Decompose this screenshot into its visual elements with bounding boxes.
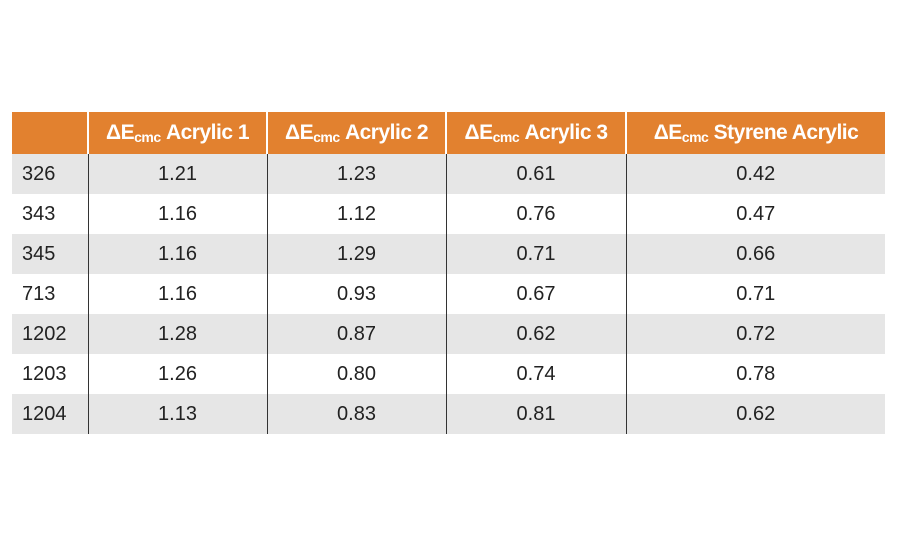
header-label: Styrene Acrylic (713, 121, 859, 144)
table-cell: 1.28 (87, 314, 267, 354)
header-label: Acrylic 2 (344, 121, 429, 144)
table-cell: 0.47 (625, 194, 885, 234)
table-row: 1202 1.28 0.87 0.62 0.72 (12, 314, 885, 354)
table-cell: 0.42 (625, 154, 885, 194)
table-cell: 0.80 (266, 354, 446, 394)
table-row: 343 1.16 1.12 0.76 0.47 (12, 194, 885, 234)
data-table: ΔEcmc Acrylic 1 ΔEcmc Acrylic 2 ΔEcmc Acry… (12, 112, 885, 434)
table-cell: 1.26 (87, 354, 267, 394)
header-label: Acrylic 1 (165, 121, 250, 144)
row-label: 713 (22, 282, 56, 305)
header-label: Acrylic 3 (524, 121, 608, 144)
table-cell: 0.74 (445, 354, 626, 394)
table-cell: 0.87 (266, 314, 446, 354)
table-cell: 1.16 (87, 274, 267, 314)
table-cell: 0.66 (625, 234, 885, 274)
table-cell: 1.12 (266, 194, 446, 234)
table-row: 1204 1.13 0.83 0.81 0.62 (12, 394, 885, 434)
table-row: 345 1.16 1.29 0.71 0.66 (12, 234, 885, 274)
header-subscript: cmc (313, 129, 340, 145)
table-cell: 1.21 (87, 154, 267, 194)
row-label: 345 (12, 234, 88, 274)
table-cell: 1.16 (87, 234, 267, 274)
row-label: 1202 (12, 314, 88, 354)
row-label: 343 (22, 202, 56, 225)
table-cell: 1.23 (266, 154, 446, 194)
table-cell: 0.61 (445, 154, 626, 194)
table-row: 1203 1.26 0.80 0.74 0.78 (12, 354, 885, 394)
header-cell: ΔEcmc Acrylic 1 (87, 112, 267, 154)
header-subscript: cmc (681, 129, 709, 145)
table-cell: 0.93 (266, 274, 446, 314)
table-cell: 0.72 (625, 314, 885, 354)
table-row: 326 1.21 1.23 0.61 0.42 (12, 154, 885, 194)
table-cell: 0.78 (625, 354, 885, 394)
table-cell: 0.67 (445, 274, 626, 314)
table-cell: 0.62 (625, 394, 885, 434)
header-row: ΔEcmc Acrylic 1 ΔEcmc Acrylic 2 ΔEcmc Acry… (12, 112, 885, 154)
header-cell: ΔEcmc Styrene Acrylic (625, 112, 885, 154)
row-label: 326 (12, 154, 88, 194)
table-cell: 1.16 (87, 194, 267, 234)
table-cell: 1.13 (87, 394, 267, 434)
table-cell: 0.81 (445, 394, 626, 434)
table-cell: 1.29 (266, 234, 446, 274)
row-label: 1203 (22, 362, 67, 385)
header-cell (12, 112, 88, 154)
header-symbol: ΔE (464, 121, 493, 144)
header-cell: ΔEcmc Acrylic 2 (266, 112, 446, 154)
table-cell: 0.71 (445, 234, 626, 274)
table-body: 326 1.21 1.23 0.61 0.42 343 1.16 1.12 0.76 0.47 34… (12, 154, 885, 434)
table-cell: 0.62 (445, 314, 626, 354)
header-subscript: cmc (492, 129, 520, 145)
table-cell: 0.83 (266, 394, 446, 434)
header-symbol: ΔE (284, 121, 314, 144)
table-row: 713 1.16 0.93 0.67 0.71 (12, 274, 885, 314)
header-symbol: ΔE (105, 121, 135, 144)
table-cell: 0.76 (445, 194, 626, 234)
header-cell: ΔEcmc Acrylic 3 (445, 112, 626, 154)
header-symbol: ΔE (653, 121, 683, 144)
row-label: 1204 (12, 394, 88, 434)
table-cell: 0.71 (625, 274, 885, 314)
header-subscript: cmc (134, 129, 161, 145)
